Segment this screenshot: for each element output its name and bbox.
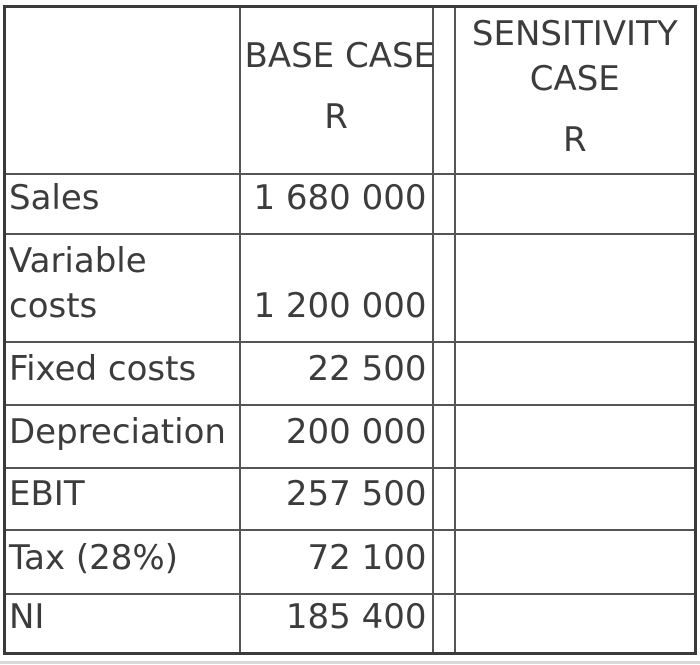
sensitivity-case-title: SENSITIVITY CASE bbox=[471, 13, 678, 99]
base-case-value: 72 100 bbox=[238, 528, 434, 595]
row-label: Sales bbox=[3, 172, 241, 235]
base-case-value: 1 680 000 bbox=[238, 172, 434, 235]
header-sensitivity-case: SENSITIVITY CASE R bbox=[453, 5, 697, 175]
table-row-ebit: EBIT 257 500 bbox=[3, 466, 697, 531]
sensitivity-case-value bbox=[453, 466, 697, 531]
sensitivity-case-value bbox=[453, 403, 697, 469]
table-row-variable-costs: Variable costs 1 200 000 bbox=[3, 232, 697, 343]
base-case-value: 1 200 000 bbox=[238, 232, 434, 343]
base-case-value: 200 000 bbox=[238, 403, 434, 469]
base-case-value: 257 500 bbox=[238, 466, 434, 531]
spacer-cell bbox=[431, 340, 456, 406]
base-case-value: 185 400 bbox=[238, 592, 434, 655]
table-row-ni: NI 185 400 bbox=[3, 592, 697, 655]
spacer-cell bbox=[431, 5, 456, 175]
base-case-currency: R bbox=[324, 97, 348, 138]
bottom-edge-strip bbox=[0, 661, 700, 664]
table-row-sales: Sales 1 680 000 bbox=[3, 172, 697, 235]
sensitivity-case-value bbox=[453, 592, 697, 655]
row-label: EBIT bbox=[3, 466, 241, 531]
header-row: BASE CASE R SENSITIVITY CASE R bbox=[3, 5, 697, 175]
base-case-title: BASE CASE bbox=[244, 36, 436, 77]
header-base-case: BASE CASE R bbox=[238, 5, 436, 175]
spacer-cell bbox=[431, 528, 456, 595]
row-label: NI bbox=[3, 592, 241, 655]
spacer-cell bbox=[431, 592, 456, 655]
sensitivity-case-value bbox=[453, 232, 697, 343]
spacer-cell bbox=[431, 466, 456, 531]
row-label: Tax (28%) bbox=[3, 528, 241, 595]
sensitivity-case-value bbox=[453, 340, 697, 406]
header-empty-cell bbox=[3, 5, 241, 175]
financial-table: BASE CASE R SENSITIVITY CASE R Sales 1 6… bbox=[3, 5, 697, 655]
table-row-depreciation: Depreciation 200 000 bbox=[3, 403, 697, 469]
spacer-cell bbox=[431, 172, 456, 235]
sensitivity-case-value bbox=[453, 172, 697, 235]
base-case-value: 22 500 bbox=[238, 340, 434, 406]
sensitivity-case-currency: R bbox=[562, 119, 587, 160]
row-label: Variable costs bbox=[3, 232, 241, 343]
table-row-fixed-costs: Fixed costs 22 500 bbox=[3, 340, 697, 406]
row-label: Fixed costs bbox=[3, 340, 241, 406]
spacer-cell bbox=[431, 232, 456, 343]
sensitivity-case-value bbox=[453, 528, 697, 595]
table-row-tax: Tax (28%) 72 100 bbox=[3, 528, 697, 595]
spacer-cell bbox=[431, 403, 456, 469]
row-label: Depreciation bbox=[3, 403, 241, 469]
